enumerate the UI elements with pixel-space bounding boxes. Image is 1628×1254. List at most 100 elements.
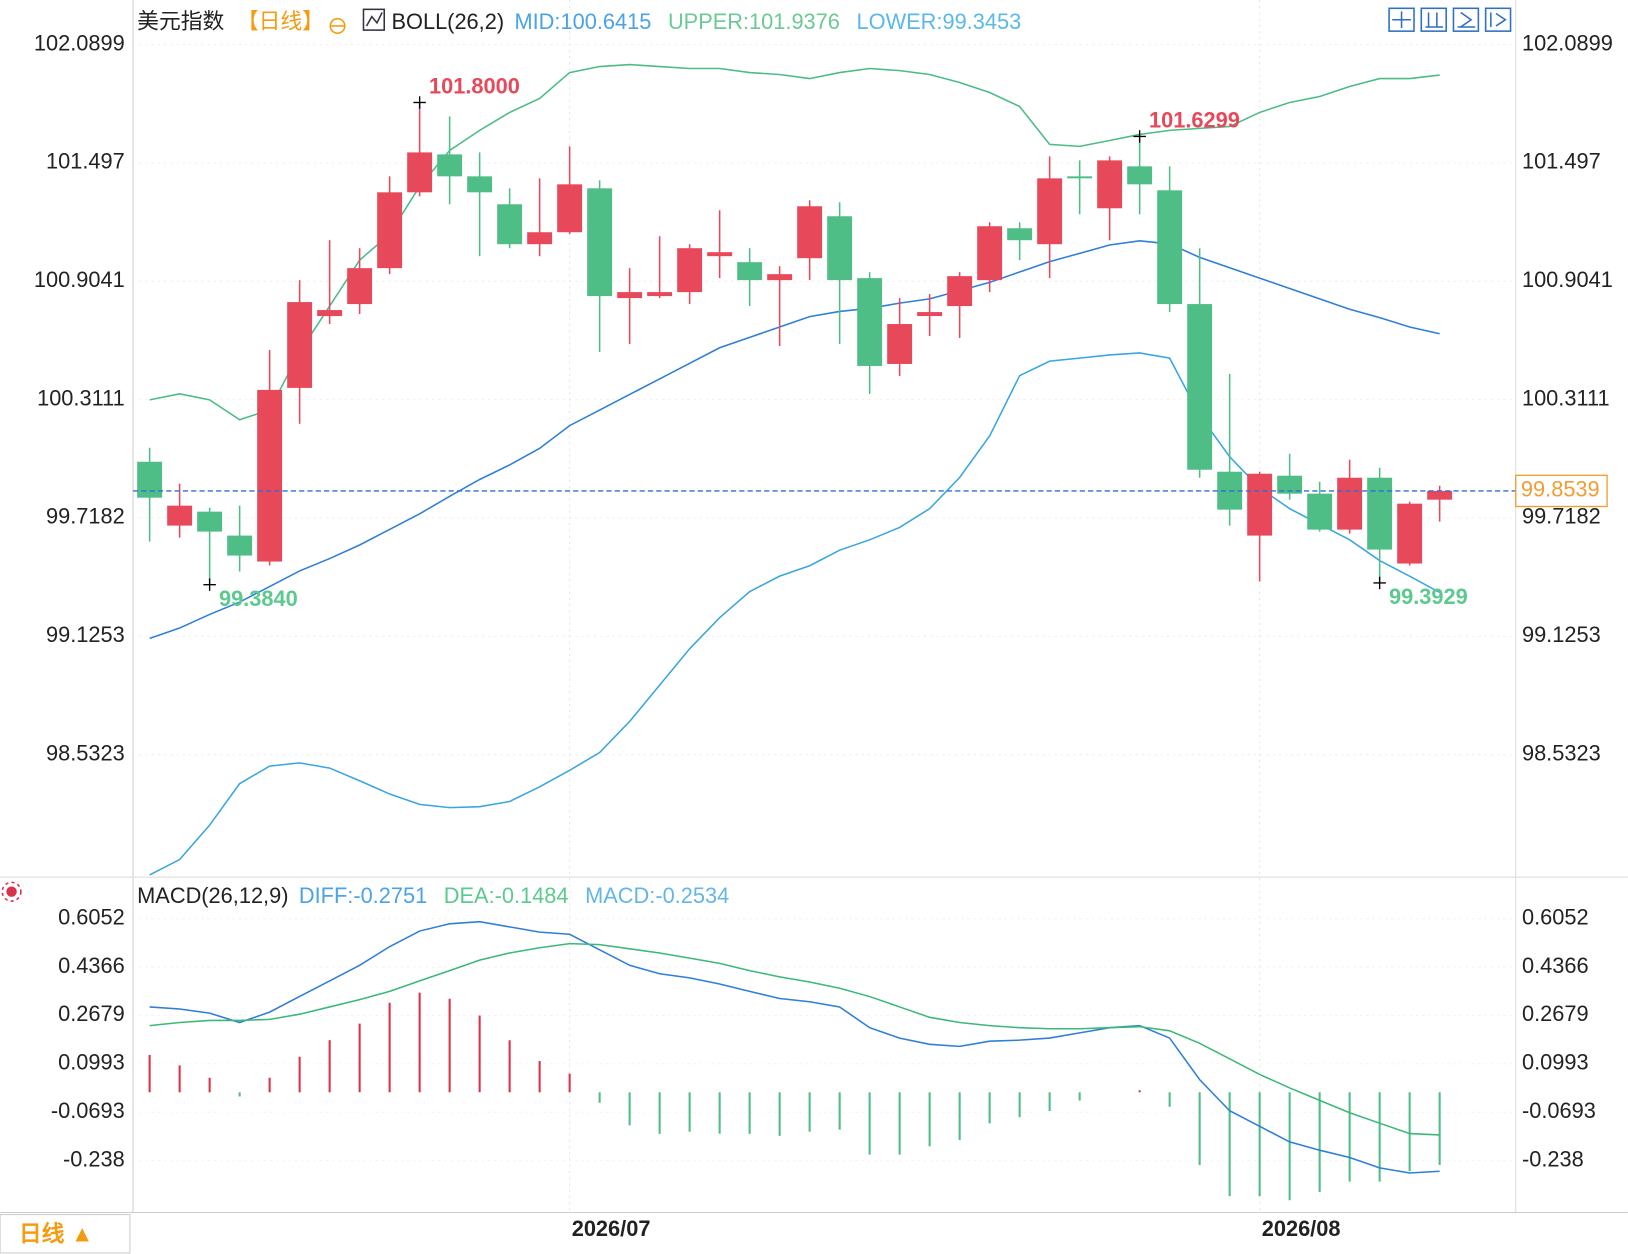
period-button[interactable]: 日线 ▲ (0, 1214, 131, 1254)
candle-body (827, 216, 853, 281)
candle-body (197, 511, 223, 532)
candle-body (467, 176, 493, 193)
y-tick-label-right: -0.238 (1522, 1146, 1584, 1171)
extreme-label: 101.8000 (429, 74, 520, 99)
candle-body (137, 461, 163, 498)
y-tick-label: 100.3111 (37, 385, 125, 410)
legend-value: -0.2751 (353, 883, 427, 908)
legend-value: 99.3453 (942, 9, 1021, 34)
candle-body (1187, 304, 1213, 470)
y-tick-label-right: 102.0899 (1522, 30, 1613, 55)
candle-body (1097, 160, 1123, 209)
y-tick-label-right: 0.4366 (1522, 953, 1589, 978)
indicator-line (149, 920, 1440, 1174)
candle-body (1337, 477, 1363, 530)
candle-body (1037, 178, 1063, 245)
candle-body (947, 276, 973, 307)
candle-body (347, 268, 373, 305)
candle-body (377, 192, 403, 269)
y-tick-label: -0.238 (63, 1146, 125, 1171)
candle-body (1007, 228, 1033, 241)
candle-body (767, 274, 793, 281)
instrument-title: 美元指数 (137, 9, 224, 34)
y-tick-label: -0.0693 (51, 1098, 125, 1123)
x-tick-label: 2026/08 (1262, 1216, 1341, 1241)
period-icon[interactable] (329, 17, 346, 34)
period-button-label[interactable]: 日线 ▲ (19, 1220, 94, 1246)
period-label: 【日线】 (237, 9, 324, 34)
legend-value: 101.9376 (749, 9, 840, 34)
candle-body (1367, 477, 1393, 550)
candle-body (497, 204, 523, 245)
extreme-label: 99.3929 (1389, 584, 1468, 609)
candle-body (587, 188, 613, 297)
x-tick-label: 2026/07 (572, 1216, 651, 1241)
indicator-line (149, 63, 1440, 421)
candle-body (317, 310, 343, 317)
extreme-label: 101.6299 (1149, 108, 1240, 133)
candle-body (977, 226, 1003, 281)
candle-body (437, 154, 463, 177)
y-tick-label-right: 0.2679 (1522, 1001, 1589, 1026)
indicator-line (149, 352, 1441, 876)
candle-body (617, 292, 643, 299)
candle-body (737, 262, 763, 281)
legend-value: 100.6415 (560, 9, 651, 34)
y-tick-label: 99.7182 (46, 504, 125, 529)
candle-body (1427, 490, 1453, 500)
candle-body (557, 184, 583, 233)
y-tick-label-right: 99.7182 (1522, 504, 1601, 529)
boll-icon[interactable] (362, 8, 386, 31)
macd-legend: MACD(26,12,9) DIFF:-0.2751 DEA:-0.1484 MACD… (137, 883, 729, 908)
extreme-label: 99.3840 (219, 586, 298, 611)
y-tick-label: 0.6052 (58, 904, 125, 929)
candle-body (1307, 493, 1333, 530)
legend-value: -0.2534 (655, 883, 729, 908)
y-tick-label: 0.2679 (58, 1001, 125, 1026)
candle-body (1127, 166, 1153, 185)
candle-body (257, 389, 283, 562)
toolbar-button[interactable] (1452, 7, 1480, 32)
y-tick-label: 99.1253 (46, 622, 125, 647)
y-tick-label: 98.5323 (46, 740, 125, 765)
candle-body (407, 152, 433, 193)
legend-name: UPPER: (668, 9, 749, 34)
indicator-name: MACD(26,12,9) (137, 883, 288, 908)
toolbar-button[interactable] (1484, 7, 1512, 32)
last-price-tag (1515, 474, 1608, 508)
candle-body (1067, 176, 1093, 179)
last-price-label: 99.8539 (1521, 477, 1600, 502)
legend-name: LOWER: (857, 9, 943, 34)
candle-body (647, 292, 673, 297)
y-tick-label: 101.497 (46, 149, 125, 174)
y-tick-label-right: 101.497 (1522, 149, 1601, 174)
y-tick-label-right: 100.9041 (1522, 267, 1613, 292)
y-tick-label: 100.9041 (34, 267, 125, 292)
y-tick-label-right: 99.1253 (1522, 622, 1601, 647)
candle-body (1247, 473, 1273, 536)
toolbar-button[interactable] (1388, 7, 1415, 32)
y-tick-label-right: -0.0693 (1522, 1098, 1596, 1123)
toolbar (1388, 7, 1512, 32)
y-tick-label-right: 100.3111 (1522, 385, 1610, 410)
candle-body (707, 252, 733, 257)
y-tick-label: 0.4366 (58, 953, 125, 978)
candle-body (1277, 475, 1303, 494)
candle-body (167, 505, 193, 526)
y-tick-label-right: 0.0993 (1522, 1050, 1589, 1075)
toolbar-button[interactable] (1420, 7, 1447, 32)
y-tick-label-right: 98.5323 (1522, 740, 1601, 765)
macd-icon[interactable] (1, 881, 22, 902)
candle-body (857, 278, 883, 366)
candle-body (527, 232, 553, 245)
indicator-line (149, 240, 1440, 640)
candle-body (227, 535, 253, 556)
y-tick-label: 102.0899 (34, 30, 125, 55)
y-tick-label-right: 0.6052 (1522, 904, 1589, 929)
boll-legend: BOLL(26,2) MID:100.6415 UPPER:101.9376 LOWE… (392, 9, 1022, 34)
candle-body (1397, 503, 1423, 564)
legend-name: MACD: (585, 883, 655, 908)
legend-name: DIFF: (299, 883, 353, 908)
